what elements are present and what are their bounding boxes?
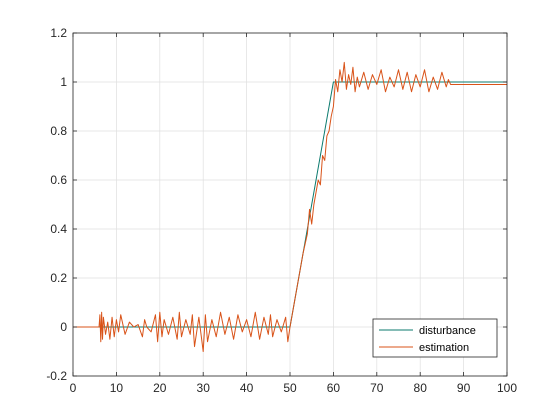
y-tick-label: 1.2 (50, 26, 67, 40)
x-tick-label: 100 (497, 381, 517, 395)
x-tick-label: 30 (197, 381, 211, 395)
y-tick-label: 0.4 (50, 222, 67, 236)
x-tick-label: 90 (457, 381, 471, 395)
y-tick-label: 0.2 (50, 271, 67, 285)
y-tick-label: 0.8 (50, 124, 67, 138)
legend-box (372, 318, 498, 358)
legend-label-estimation: estimation (419, 342, 469, 354)
x-tick-label: 50 (283, 381, 297, 395)
y-tick-label: 1 (60, 75, 67, 89)
legend: disturbance estimation (372, 318, 498, 358)
series-line-estimation (73, 61, 507, 352)
x-tick-label: 40 (240, 381, 254, 395)
axis-ticks: 0 10 20 30 40 50 60 70 80 90 100-0.200.20.40.60.81… (46, 26, 517, 395)
y-tick-label: 0.6 (50, 173, 67, 187)
y-tick-label: -0.2 (46, 369, 67, 383)
series-layer (73, 61, 507, 352)
x-tick-label: 20 (153, 381, 167, 395)
legend-label-disturbance: disturbance (419, 325, 476, 337)
x-tick-label: 80 (414, 381, 428, 395)
y-tick-label: 0 (60, 320, 67, 334)
x-tick-label: 70 (370, 381, 384, 395)
x-tick-label: 10 (110, 381, 124, 395)
x-tick-label: 60 (327, 381, 341, 395)
series-line-disturbance (73, 81, 507, 328)
x-tick-label: 0 (70, 381, 77, 395)
